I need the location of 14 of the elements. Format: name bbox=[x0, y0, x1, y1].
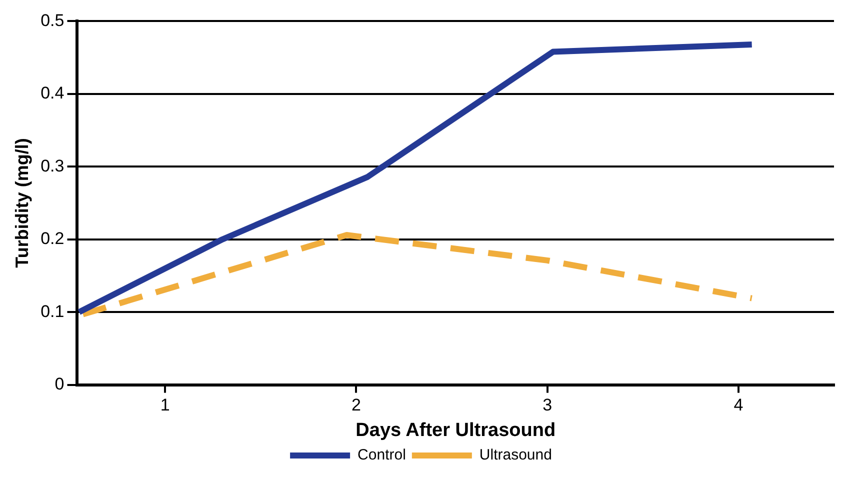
legend-label: Ultrasound bbox=[479, 446, 552, 464]
x-tick-label: 3 bbox=[542, 396, 552, 415]
y-tick-label: 0.5 bbox=[40, 10, 64, 30]
legend-label: Control bbox=[358, 446, 406, 464]
x-tick-label: 1 bbox=[160, 396, 170, 415]
y-tick-label: 0.2 bbox=[40, 229, 64, 248]
y-tick-label: 0.4 bbox=[40, 84, 64, 103]
y-tick-label: 0.1 bbox=[40, 302, 64, 321]
y-tick-label: 0 bbox=[54, 374, 64, 394]
y-tick-label: 0.3 bbox=[40, 156, 64, 176]
x-axis-title: Days After Ultrasound bbox=[356, 420, 556, 441]
y-axis-title: Turbidity (mg/l) bbox=[12, 138, 32, 268]
x-tick-label: 4 bbox=[734, 396, 744, 415]
x-tick-label: 2 bbox=[352, 396, 361, 415]
